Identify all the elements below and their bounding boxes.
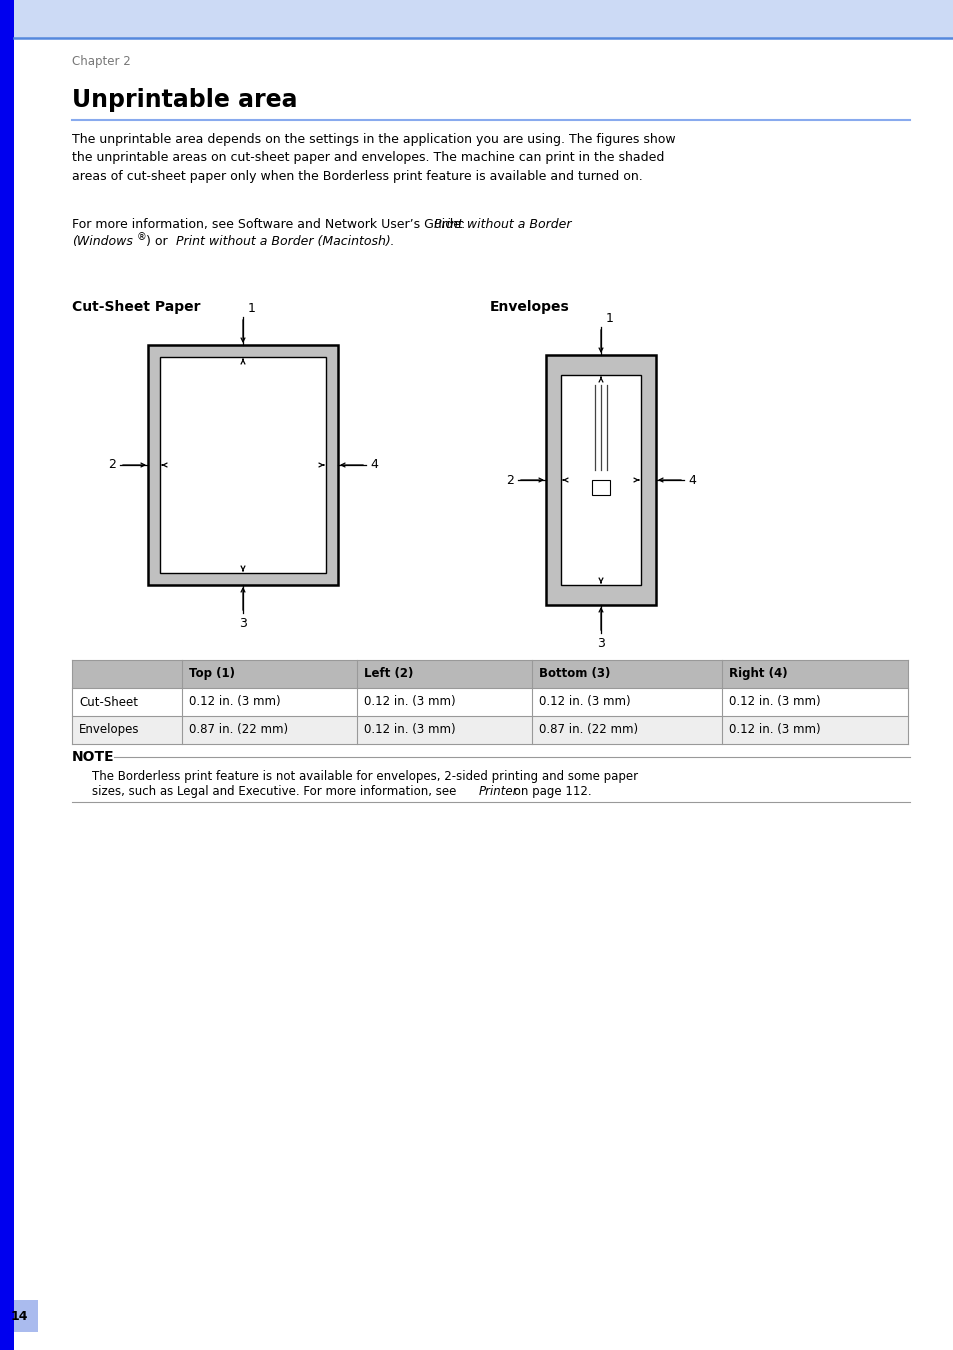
Text: 1: 1 bbox=[605, 312, 613, 325]
Text: Left (2): Left (2) bbox=[364, 667, 413, 680]
Text: 4: 4 bbox=[687, 474, 695, 486]
Text: .: . bbox=[390, 235, 394, 248]
Text: Unprintable area: Unprintable area bbox=[71, 88, 297, 112]
Text: on page 112.: on page 112. bbox=[510, 784, 591, 798]
Text: 14: 14 bbox=[10, 1310, 28, 1323]
Bar bbox=[71, 688, 907, 716]
Text: Envelopes: Envelopes bbox=[490, 300, 569, 315]
Text: 4: 4 bbox=[370, 459, 377, 471]
Text: 0.12 in. (3 mm): 0.12 in. (3 mm) bbox=[728, 695, 820, 709]
Text: Printer: Printer bbox=[478, 784, 518, 798]
Text: ) or: ) or bbox=[146, 235, 172, 248]
Text: 3: 3 bbox=[239, 617, 247, 630]
Text: The unprintable area depends on the settings in the application you are using. T: The unprintable area depends on the sett… bbox=[71, 134, 675, 184]
Text: Top (1): Top (1) bbox=[189, 667, 234, 680]
Bar bbox=[0, 0, 14, 1350]
Text: 0.12 in. (3 mm): 0.12 in. (3 mm) bbox=[364, 695, 456, 709]
Text: Chapter 2: Chapter 2 bbox=[71, 55, 131, 68]
Bar bbox=[545, 355, 656, 605]
Bar bbox=[0, 0, 953, 38]
Bar bbox=[148, 346, 337, 585]
Text: (Windows: (Windows bbox=[71, 235, 132, 248]
Text: Cut-Sheet Paper: Cut-Sheet Paper bbox=[71, 300, 200, 315]
Text: 0.12 in. (3 mm): 0.12 in. (3 mm) bbox=[728, 724, 820, 737]
Text: sizes, such as Legal and Executive. For more information, see: sizes, such as Legal and Executive. For … bbox=[91, 784, 459, 798]
Text: 1: 1 bbox=[248, 302, 255, 315]
Bar bbox=[160, 356, 326, 572]
Bar bbox=[71, 660, 907, 688]
Text: The Borderless print feature is not available for envelopes, 2-sided printing an: The Borderless print feature is not avai… bbox=[91, 769, 638, 783]
Text: 2: 2 bbox=[506, 474, 514, 486]
Text: 2: 2 bbox=[108, 459, 116, 471]
Text: 0.12 in. (3 mm): 0.12 in. (3 mm) bbox=[364, 724, 456, 737]
Text: Bottom (3): Bottom (3) bbox=[538, 667, 610, 680]
Text: Print without a Border: Print without a Border bbox=[434, 217, 571, 231]
Text: 0.12 in. (3 mm): 0.12 in. (3 mm) bbox=[189, 695, 280, 709]
Text: Print without a Border (Macintosh): Print without a Border (Macintosh) bbox=[175, 235, 391, 248]
Text: 0.87 in. (22 mm): 0.87 in. (22 mm) bbox=[189, 724, 288, 737]
Bar bbox=[71, 716, 907, 744]
Text: 3: 3 bbox=[597, 637, 604, 649]
Text: Right (4): Right (4) bbox=[728, 667, 787, 680]
Text: 0.87 in. (22 mm): 0.87 in. (22 mm) bbox=[538, 724, 638, 737]
Text: NOTE: NOTE bbox=[71, 751, 114, 764]
Text: Cut-Sheet: Cut-Sheet bbox=[79, 695, 138, 709]
Text: Envelopes: Envelopes bbox=[79, 724, 139, 737]
Bar bbox=[0, 1300, 38, 1332]
Text: For more information, see Software and Network User’s Guide:: For more information, see Software and N… bbox=[71, 217, 469, 231]
Text: ®: ® bbox=[137, 232, 147, 242]
Bar bbox=[560, 375, 640, 585]
Bar bbox=[592, 481, 609, 495]
Text: 0.12 in. (3 mm): 0.12 in. (3 mm) bbox=[538, 695, 630, 709]
